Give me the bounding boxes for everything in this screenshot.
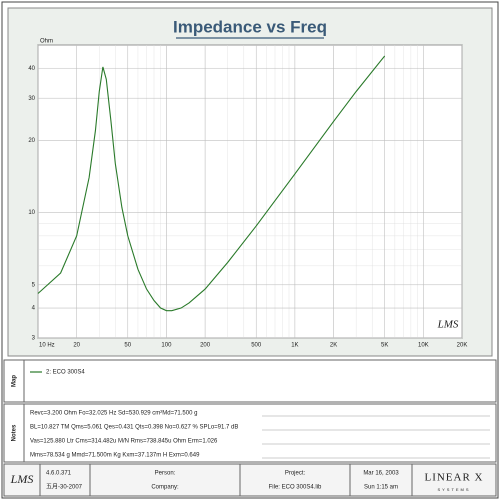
notes-label: Notes — [12, 424, 18, 441]
file-label: File: ECO 300S4.lib — [269, 485, 322, 491]
person-label: Person: — [155, 471, 176, 477]
project-date: Mar 16, 2003 — [363, 471, 399, 477]
legend-entry: 2: ECO 300S4 — [46, 370, 85, 376]
y-tick-label: 10 — [28, 210, 35, 216]
brand-sub: SYSTEMS — [437, 487, 470, 492]
note-line: BL=10.827 TM Qms=5.061 Qes=0.431 Qts=0.3… — [30, 425, 238, 431]
company-label: Company: — [151, 485, 179, 491]
notes: Revc=3.200 Ohm Fo=32.025 Hz Sd=530.929 c… — [30, 411, 490, 459]
note-line: Vas=125.880 Ltr Cms=314.482u M/N Rms=738… — [30, 439, 218, 445]
logo: LMS — [10, 472, 34, 486]
plot-watermark: LMS — [437, 319, 459, 331]
x-tick-label: 1K — [291, 343, 298, 349]
notes-panel — [3, 403, 497, 463]
brand: LINEAR X — [424, 472, 483, 484]
y-tick-label: 3 — [32, 336, 36, 342]
y-tick-label: 40 — [28, 66, 35, 72]
grid-layer — [37, 44, 463, 339]
plot-area — [37, 44, 463, 339]
chart-title: Impedance vs Freq — [173, 17, 327, 36]
note-line: Mms=78.534 g Mmd=71.500m Kg Kxm=37.137m … — [30, 453, 200, 459]
project-label: Project: — [285, 471, 306, 477]
series-line — [37, 55, 386, 312]
map-panel — [3, 359, 497, 403]
x-tick-label: 10K — [418, 343, 429, 349]
x-tick-label: 100 — [161, 343, 172, 349]
map-label: Map — [12, 375, 18, 387]
x-tick-label: 10 Hz — [39, 343, 55, 349]
note-line: Revc=3.200 Ohm Fo=32.025 Hz Sd=530.929 c… — [30, 411, 197, 417]
y-tick-label: 4 — [32, 306, 36, 312]
y-tick-label: 5 — [32, 282, 36, 288]
x-tick-label: 200 — [200, 343, 211, 349]
date: 五月-30-2007 — [46, 484, 83, 491]
y-tick-label: 30 — [28, 96, 35, 102]
x-tick-label: 20K — [457, 343, 468, 349]
x-tick-label: 5K — [381, 343, 388, 349]
version: 4.6.0.371 — [46, 471, 72, 477]
x-tick-label: 2K — [330, 343, 337, 349]
footer — [3, 463, 497, 497]
x-tick-label: 20 — [73, 343, 80, 349]
y-tick-label: 20 — [28, 138, 35, 144]
x-tick-label: 500 — [251, 343, 262, 349]
x-tick-label: 50 — [124, 343, 131, 349]
project-time: Sun 1:15 am — [364, 485, 398, 491]
y-axis-label: Ohm — [40, 39, 53, 45]
